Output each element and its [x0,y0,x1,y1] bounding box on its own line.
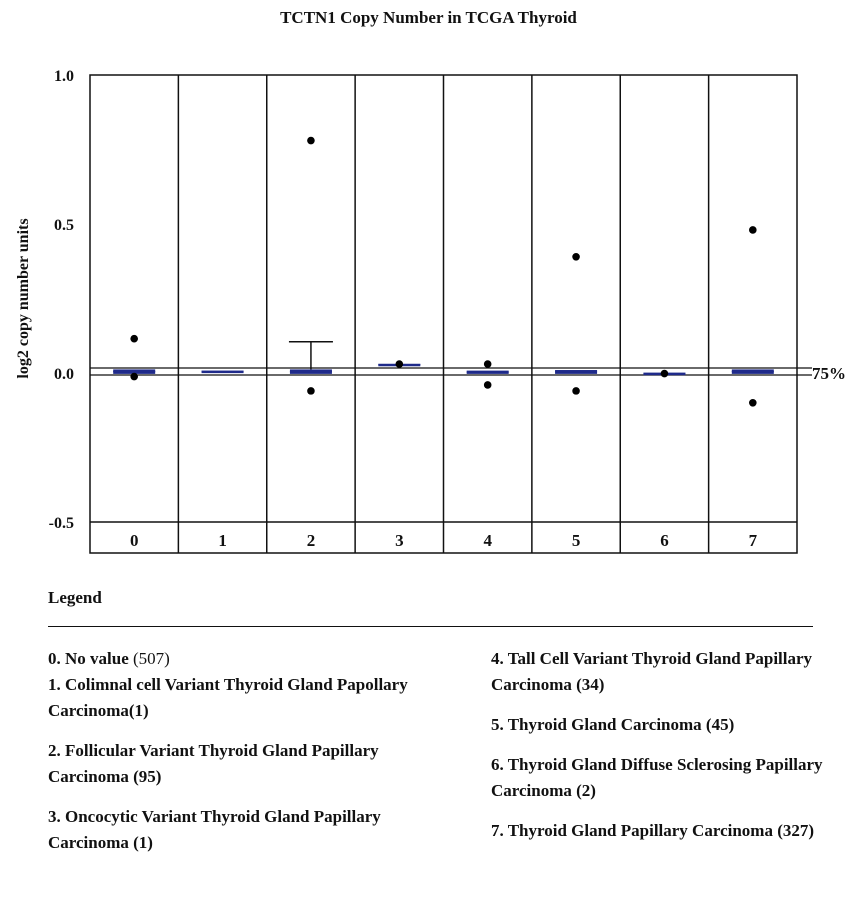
outlier-point-7 [749,226,757,234]
legend-item-4: 4. Tall Cell Variant Thyroid Gland Papil… [491,649,813,694]
box-plot-chart: 0 1 2 3 4 5 6 7 1.0 0.5 0.0 -0.5 log2 copy number un… [15,68,846,554]
legend-column-right: 4. Tall Cell Variant Thyroid Gland Papil… [491,646,841,858]
reference-line-label: 75% [812,364,846,383]
y-axis-label: log2 copy number units [15,218,32,378]
legend-item-5: 5. Thyroid Gland Carcinoma (45) [491,715,735,734]
x-tick-label-6: 6 [660,531,669,550]
legend-heading: Legend [48,588,102,607]
legend-item-3: 3. Oncocytic Variant Thyroid Gland Papil… [48,807,381,852]
y-tick-label: 1.0 [54,68,74,85]
y-tick-label: 0.0 [54,366,74,383]
outlier-point-7 [749,399,757,407]
x-tick-label-2: 2 [307,531,316,550]
outlier-point-0 [130,334,138,343]
y-tick-label: -0.5 [49,515,74,532]
outlier-point-6 [660,369,669,378]
legend-item-6: 6. Thyroid Gland Diffuse Sclerosing Papi… [491,755,823,800]
outlier-point-0 [130,372,138,381]
outlier-point-2 [307,387,315,395]
legend-item-7: 7. Thyroid Gland Papillary Carcinoma (32… [491,821,815,840]
outlier-point-5 [572,387,580,395]
outlier-point-2 [307,136,315,145]
x-tick-label-0: 0 [130,531,139,550]
box-1 [201,370,244,374]
legend-item-2: 2. Follicular Variant Thyroid Gland Papi… [48,741,379,786]
y-tick-label: 0.5 [54,217,74,234]
legend-divider [48,626,813,627]
outlier-point-3 [395,360,404,368]
legend-column-left: 0. No value (507) 1. Colimnal cell Varia… [48,646,408,870]
x-tick-label-7: 7 [749,531,758,550]
outlier-point-5 [572,252,580,261]
legend-item-1: 1. Colimnal cell Variant Thyroid Gland P… [48,675,408,720]
chart-title: TCTN1 Copy Number in TCGA Thyroid [280,8,577,27]
legend-item-0: 0. No value (507) [48,649,170,668]
x-tick-label-5: 5 [572,531,581,550]
x-tick-label-1: 1 [218,531,227,550]
x-tick-label-3: 3 [395,531,404,550]
outlier-point-4 [483,360,492,368]
outlier-point-4 [483,381,492,389]
x-tick-label-4: 4 [483,531,492,550]
